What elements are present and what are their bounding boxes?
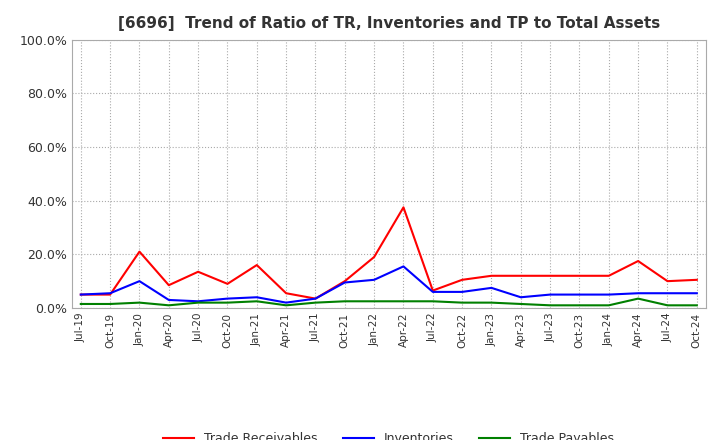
Title: [6696]  Trend of Ratio of TR, Inventories and TP to Total Assets: [6696] Trend of Ratio of TR, Inventories… [117,16,660,32]
Inventories [634,290,642,296]
Trade Receivables [605,273,613,279]
Trade Receivables [253,262,261,268]
Inventories [575,292,584,297]
Inventories [282,300,290,305]
Inventories [76,292,85,297]
Trade Payables [428,299,437,304]
Inventories [399,264,408,269]
Trade Receivables [76,292,85,297]
Inventories [341,280,349,285]
Inventories [516,295,525,300]
Trade Payables [135,300,144,305]
Line: Inventories: Inventories [81,266,697,303]
Trade Receivables [194,269,202,275]
Trade Receivables [370,254,379,260]
Line: Trade Receivables: Trade Receivables [81,207,697,299]
Inventories [546,292,554,297]
Inventories [311,296,320,301]
Trade Receivables [575,273,584,279]
Inventories [458,289,467,294]
Trade Receivables [164,282,173,288]
Inventories [223,296,232,301]
Inventories [370,277,379,282]
Trade Receivables [516,273,525,279]
Trade Receivables [106,292,114,297]
Inventories [164,297,173,303]
Trade Payables [370,299,379,304]
Trade Payables [341,299,349,304]
Inventories [605,292,613,297]
Legend: Trade Receivables, Inventories, Trade Payables: Trade Receivables, Inventories, Trade Pa… [158,427,619,440]
Trade Receivables [487,273,496,279]
Inventories [253,295,261,300]
Trade Receivables [341,279,349,284]
Trade Payables [575,303,584,308]
Trade Payables [253,299,261,304]
Trade Payables [546,303,554,308]
Inventories [135,279,144,284]
Trade Receivables [135,249,144,254]
Trade Payables [458,300,467,305]
Trade Payables [516,301,525,307]
Trade Receivables [693,277,701,282]
Trade Payables [663,303,672,308]
Trade Payables [634,296,642,301]
Trade Payables [605,303,613,308]
Trade Payables [223,300,232,305]
Trade Payables [106,301,114,307]
Trade Receivables [223,281,232,286]
Inventories [106,290,114,296]
Trade Payables [76,301,85,307]
Trade Receivables [282,290,290,296]
Trade Payables [311,300,320,305]
Inventories [428,289,437,294]
Trade Receivables [311,296,320,301]
Inventories [693,290,701,296]
Trade Payables [399,299,408,304]
Trade Receivables [634,258,642,264]
Trade Receivables [399,205,408,210]
Trade Receivables [428,288,437,293]
Inventories [194,299,202,304]
Trade Payables [194,300,202,305]
Trade Payables [693,303,701,308]
Inventories [663,290,672,296]
Trade Receivables [458,277,467,282]
Trade Receivables [663,279,672,284]
Line: Trade Payables: Trade Payables [81,299,697,305]
Trade Payables [487,300,496,305]
Trade Payables [282,303,290,308]
Inventories [487,285,496,290]
Trade Payables [164,303,173,308]
Trade Receivables [546,273,554,279]
